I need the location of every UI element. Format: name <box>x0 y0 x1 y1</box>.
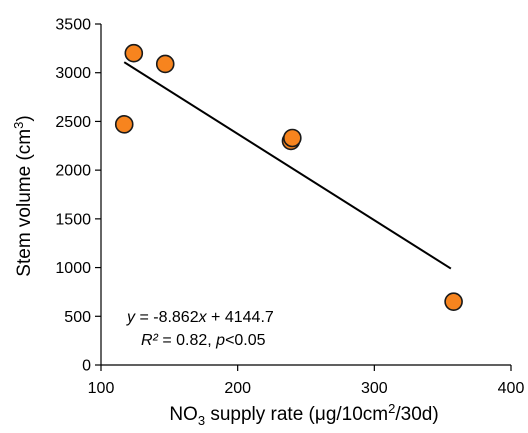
y-tick-label: 1500 <box>55 211 91 228</box>
data-point <box>114 115 134 134</box>
y-axis-ticks: 0 500 1000 1500 2000 2500 3000 3500 <box>55 17 101 375</box>
x-tick-label: 400 <box>498 380 525 397</box>
y-tick-label: 0 <box>82 358 91 375</box>
data-point <box>155 54 175 74</box>
trendline <box>123 61 452 270</box>
x-axis-ticks: 100 200 300 400 <box>88 365 525 397</box>
y-tick-label: 500 <box>64 309 91 326</box>
regression-statistics: R² = 0.82, p<0.05 <box>141 332 266 349</box>
y-tick-label: 3000 <box>55 65 91 82</box>
x-tick-label: 200 <box>224 380 251 397</box>
data-points <box>114 43 463 311</box>
trendline-group <box>123 61 452 270</box>
x-tick-label: 300 <box>361 380 388 397</box>
y-tick-label: 2500 <box>55 114 91 131</box>
y-axis-title: Stem volume (cm3) <box>11 115 35 276</box>
data-point <box>283 128 302 148</box>
regression-equation: y = -8.862x + 4144.7 <box>126 309 274 326</box>
y-tick-label: 3500 <box>55 17 91 34</box>
axes <box>100 24 511 366</box>
x-tick-label: 100 <box>88 380 115 397</box>
x-axis-title: NO3 supply rate (μg/10cm2/30d) <box>169 401 438 428</box>
data-point <box>444 292 463 311</box>
data-point <box>124 43 144 63</box>
y-tick-label: 2000 <box>55 163 91 180</box>
y-tick-label: 1000 <box>55 260 91 277</box>
